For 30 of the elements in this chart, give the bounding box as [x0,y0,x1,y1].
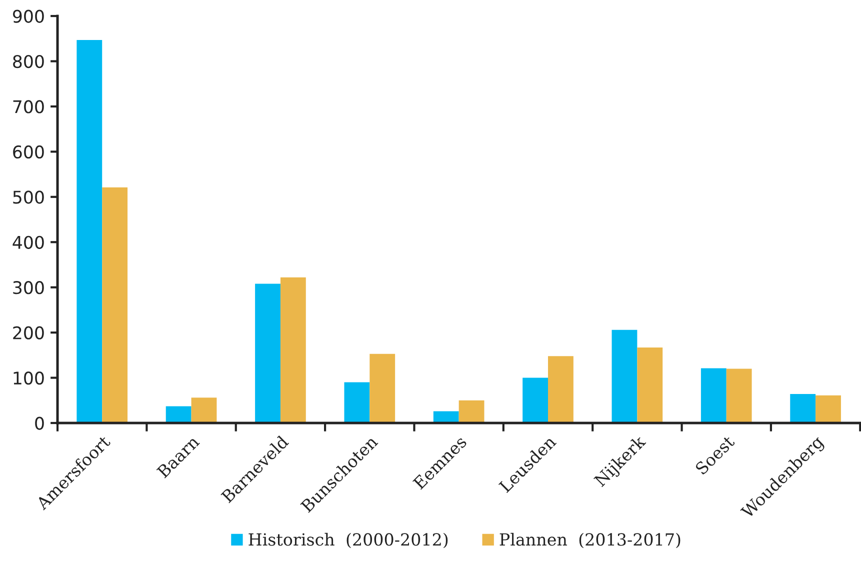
bar [458,400,484,423]
y-tick-label: 0 [35,416,44,430]
legend-label: Historisch (2000-2012) [248,532,448,548]
legend-label: Plannen (2013-2017) [500,532,680,548]
bar [790,394,816,423]
bar [255,284,280,423]
bar [637,347,663,423]
y-tick-label: 600 [13,145,44,159]
bar [76,40,102,423]
bar [816,395,841,423]
bar [370,354,396,423]
bar [344,382,370,423]
y-tick-label: 700 [13,100,44,114]
y-tick-label: 100 [14,371,44,385]
y-tick-label: 300 [13,281,44,294]
bar [433,411,459,423]
y-tick-label: 400 [12,236,44,249]
bar [612,330,638,423]
bar [522,378,548,423]
bar [700,368,726,423]
y-tick-label: 200 [13,326,44,340]
y-tick-label: 900 [12,10,44,23]
bar [280,277,306,423]
bar [191,398,217,423]
bar [102,187,128,423]
y-tick-label: 800 [13,54,44,68]
bar [548,356,574,423]
y-tick-label: 500 [13,190,44,204]
bar [166,406,192,423]
bar [726,368,752,423]
